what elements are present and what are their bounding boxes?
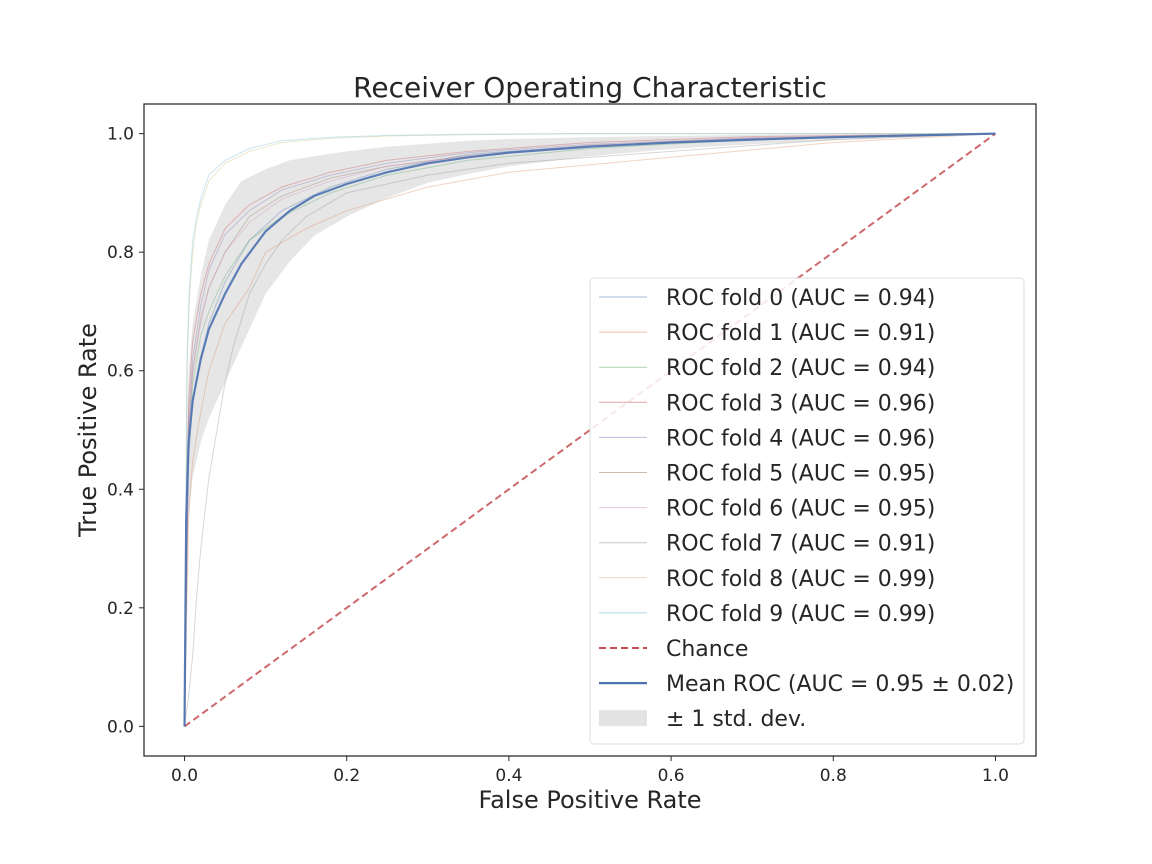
legend-item: ROC fold 9 (AUC = 0.99) (599, 602, 935, 627)
legend-label: ROC fold 6 (AUC = 0.95) (666, 497, 935, 522)
legend-item: ROC fold 5 (AUC = 0.95) (599, 462, 935, 487)
legend-label: ROC fold 0 (AUC = 0.94) (666, 286, 935, 311)
y-tick-label: 1.0 (107, 125, 134, 145)
roc-fold-7-line (184, 133, 996, 727)
legend-label: ROC fold 1 (AUC = 0.91) (666, 321, 935, 346)
legend-label: ROC fold 9 (AUC = 0.99) (666, 602, 935, 627)
legend-label: Mean ROC (AUC = 0.95 ± 0.02) (666, 672, 1014, 697)
x-tick-label: 1.0 (982, 766, 1009, 786)
roc-fold-9-line (184, 133, 996, 727)
roc-fold-1-line (184, 133, 996, 727)
legend-label: ROC fold 8 (AUC = 0.99) (666, 567, 935, 592)
legend-item: ROC fold 0 (AUC = 0.94) (599, 286, 935, 311)
x-tick-label: 0.6 (658, 766, 685, 786)
legend-label: ROC fold 4 (AUC = 0.96) (666, 426, 935, 451)
chance-line (183, 132, 997, 728)
y-tick-label: 0.2 (107, 599, 134, 619)
legend-item: ROC fold 4 (AUC = 0.96) (599, 426, 935, 451)
roc-fold-8-line (184, 133, 996, 727)
roc-fold-3-line (184, 133, 996, 727)
legend-swatch-band (599, 710, 647, 727)
x-tick-label: 0.2 (333, 766, 360, 786)
legend: ROC fold 0 (AUC = 0.94) ROC fold 1 (AUC =… (589, 277, 1025, 745)
legend-label: Chance (666, 637, 748, 662)
legend-label: ROC fold 2 (AUC = 0.94) (666, 356, 935, 381)
legend-item: ROC fold 2 (AUC = 0.94) (599, 356, 935, 381)
x-tick-label: 0.4 (495, 766, 522, 786)
mean-roc-line (183, 132, 996, 727)
legend-box (589, 277, 1025, 745)
y-tick-label: 0.8 (107, 243, 134, 263)
axis-ticks: 0.0 0.2 0.4 0.6 0.8 1.0 0.0 0.2 0.4 0.6 0.8 1.0 (107, 125, 1009, 786)
std-band-area (184, 133, 996, 727)
x-tick-label: 0.0 (171, 766, 198, 786)
legend-item: ± 1 std. dev. (599, 707, 806, 732)
roc-fold-4-line (184, 133, 996, 727)
plot-area (183, 132, 997, 728)
legend-item: Chance (599, 637, 748, 662)
y-axis-label: True Positive Rate (74, 323, 102, 538)
legend-item: Mean ROC (AUC = 0.95 ± 0.02) (599, 672, 1014, 697)
legend-item: ROC fold 8 (AUC = 0.99) (599, 567, 935, 592)
legend-item: ROC fold 7 (AUC = 0.91) (599, 532, 935, 557)
chart-title: Receiver Operating Characteristic (353, 71, 827, 104)
axes-frame (143, 103, 1037, 757)
legend-label: ROC fold 3 (AUC = 0.96) (666, 391, 935, 416)
legend-item: ROC fold 1 (AUC = 0.91) (599, 321, 935, 346)
y-tick-label: 0.0 (107, 717, 134, 737)
y-tick-label: 0.6 (107, 362, 134, 382)
legend-label: ROC fold 7 (AUC = 0.91) (666, 532, 935, 557)
x-tick-label: 0.8 (820, 766, 847, 786)
x-axis-label: False Positive Rate (478, 786, 701, 814)
legend-item: ROC fold 6 (AUC = 0.95) (599, 497, 935, 522)
roc-fold-2-line (184, 133, 996, 727)
legend-item: ROC fold 3 (AUC = 0.96) (599, 391, 935, 416)
y-tick-label: 0.4 (107, 480, 134, 500)
legend-label: ROC fold 5 (AUC = 0.95) (666, 462, 935, 487)
legend-label: ± 1 std. dev. (666, 707, 806, 732)
